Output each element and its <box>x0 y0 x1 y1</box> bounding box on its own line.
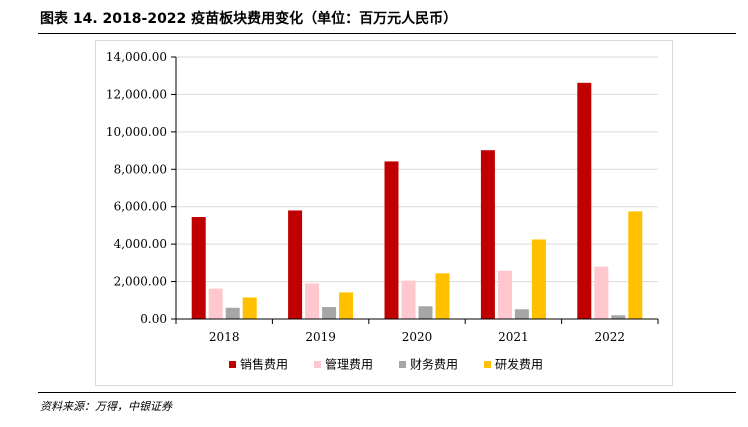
legend-swatch <box>314 361 321 368</box>
x-tick-label: 2020 <box>402 330 433 344</box>
y-tick-label: 14,000.00 <box>106 50 167 64</box>
bar <box>208 288 223 319</box>
bars <box>191 82 643 319</box>
title-rule <box>38 33 736 34</box>
legend-swatch <box>229 361 236 368</box>
y-axis-ticks: 0.00 2,000.00 4,000.00 6,000.00 8,000.00 10,0… <box>106 50 167 326</box>
legend-label: 研发费用 <box>495 357 543 372</box>
chart-frame <box>95 40 673 386</box>
bar <box>497 270 512 319</box>
x-tick-label: 2021 <box>498 330 529 344</box>
bar <box>418 306 433 319</box>
bar <box>577 82 592 319</box>
bar <box>288 210 303 319</box>
x-tick-label: 2019 <box>305 330 336 344</box>
y-tick-label: 12,000.00 <box>106 87 167 101</box>
bar <box>435 273 450 319</box>
x-tick-label: 2018 <box>209 330 240 344</box>
bar <box>401 280 416 319</box>
legend-label: 财务费用 <box>410 357 458 372</box>
source-note: 资料来源：万得，中银证券 <box>40 400 172 413</box>
y-tick-label: 2,000.00 <box>114 275 167 289</box>
bar <box>305 283 320 319</box>
figure-title: 图表 14. 2018-2022 疫苗板块费用变化（单位：百万元人民币） <box>40 11 458 27</box>
bar <box>384 161 399 319</box>
legend-label: 销售费用 <box>240 357 288 372</box>
x-axis <box>171 56 659 324</box>
bar <box>242 297 257 319</box>
y-tick-label: 6,000.00 <box>114 200 167 214</box>
bar <box>594 266 609 319</box>
y-tick-label: 10,000.00 <box>106 125 167 139</box>
bar <box>322 307 337 319</box>
bar <box>628 211 643 319</box>
y-tick-label: 8,000.00 <box>114 162 167 176</box>
y-tick-label: 4,000.00 <box>114 237 167 251</box>
footer-rule <box>38 392 736 393</box>
bar <box>225 307 240 319</box>
legend-swatch <box>484 361 491 368</box>
x-axis-ticks: 2018 2019 2020 2021 2022 <box>209 330 625 344</box>
legend: 销售费用 管理费用 财务费用 研发费用 <box>229 357 543 372</box>
bar <box>339 292 354 319</box>
bar <box>531 239 546 319</box>
bar <box>480 150 495 319</box>
y-tick-label: 0.00 <box>140 312 167 326</box>
legend-label: 管理费用 <box>325 357 373 372</box>
x-tick-label: 2022 <box>595 330 626 344</box>
bar <box>611 315 626 319</box>
bar <box>514 309 529 319</box>
legend-swatch <box>399 361 406 368</box>
bar <box>191 217 206 319</box>
